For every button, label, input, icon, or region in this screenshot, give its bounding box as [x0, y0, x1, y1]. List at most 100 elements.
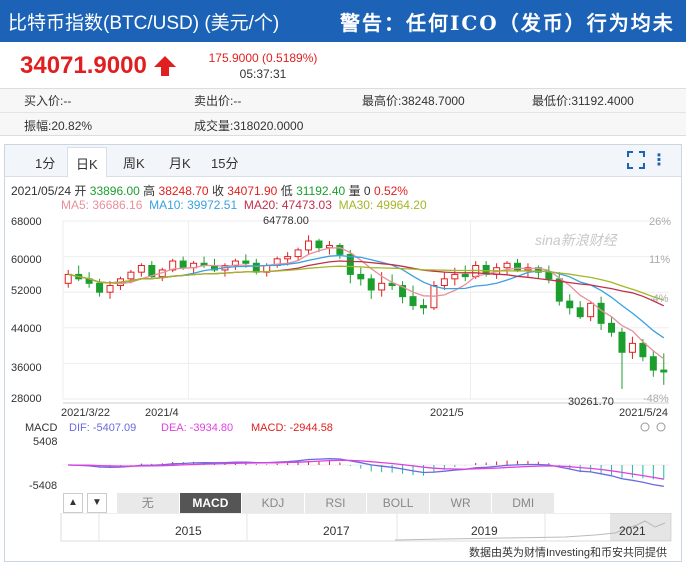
history-navigator[interactable]: 2015 2017 2019 2021	[5, 513, 681, 543]
candle-body	[587, 302, 595, 318]
candle-body	[649, 356, 657, 371]
candle-body	[242, 260, 250, 264]
close-label: 收	[211, 184, 224, 198]
open-label: 开	[74, 184, 87, 198]
y-label-60000: 60000	[11, 254, 42, 266]
indicator-none[interactable]: 无	[117, 493, 180, 513]
high-label: 高	[143, 184, 156, 198]
close-value: 34071.90	[227, 184, 278, 198]
candle-body	[336, 244, 344, 255]
volume-label: 量 0	[348, 184, 371, 198]
low-label: 低	[280, 184, 293, 198]
candle-body	[461, 273, 469, 278]
candle-body	[503, 262, 511, 269]
candle-body	[545, 271, 553, 280]
date-label-start: 2021/3/22	[61, 407, 110, 419]
y-right-11: 11%	[649, 254, 670, 266]
ohlc-readout: 2021/05/24 开 33896.00 高 38248.70 收 34071…	[11, 182, 408, 199]
macd-title: MACD	[25, 422, 57, 434]
indicator-macd[interactable]: MACD	[179, 493, 243, 513]
y-label-52000: 52000	[11, 285, 42, 297]
high-value: 38248.70	[158, 184, 209, 198]
chart-panel: 1分 日K 周K 月K 15分 ⋮ 2021/05/24 开 33896.00 …	[4, 144, 682, 562]
up-arrow-icon	[154, 56, 176, 76]
low-value: 31192.40	[296, 184, 346, 198]
navigator-window[interactable]	[610, 513, 671, 541]
candle-body	[357, 273, 365, 280]
period-tabs: 1分 日K 周K 月K 15分 ⋮	[5, 145, 681, 178]
nav-up-button[interactable]: ▲	[63, 493, 83, 513]
low-price: 最低价:31192.4000	[532, 94, 634, 108]
candle-body	[399, 285, 407, 298]
candle-body	[96, 282, 104, 293]
bid-price: 买入价:--	[24, 94, 72, 108]
data-source-footer: 数据由英为财情Investing和币安共同提供	[468, 547, 667, 559]
dif-label: DIF: -5407.09	[69, 422, 136, 434]
price-change: 175.9000 (0.5189%)	[208, 51, 318, 65]
y-label-36000: 36000	[11, 362, 42, 374]
dea-line	[68, 459, 664, 480]
candle-body	[179, 260, 187, 269]
high-price: 最高价:38248.7000	[362, 94, 465, 108]
ask-price: 卖出价:--	[194, 94, 242, 108]
candle-body	[325, 244, 333, 249]
indicator-boll[interactable]: BOLL	[367, 493, 430, 513]
y-right-26: 26%	[649, 216, 671, 228]
tab-1min[interactable]: 1分	[35, 156, 56, 171]
fullscreen-icon[interactable]	[627, 151, 645, 169]
tab-daily[interactable]: 日K	[67, 147, 107, 178]
year-2017: 2017	[323, 524, 350, 538]
candle-body	[451, 273, 459, 280]
candle-body	[378, 282, 386, 291]
warning-marquee: 警告：任何ICO（发币）行为均未	[340, 10, 675, 35]
candle-body	[294, 249, 302, 258]
ma30-line	[68, 265, 664, 301]
y-right-m48: -48%	[643, 393, 669, 405]
year-2015: 2015	[175, 524, 202, 538]
candle-body	[566, 300, 574, 309]
candlestick-chart[interactable]: sina新浪财经 68000 60000 52000 44000 36000 2…	[5, 213, 681, 523]
indicator-rsi[interactable]: RSI	[305, 493, 368, 513]
ma5-label: MA5: 36686.16	[61, 198, 143, 212]
candle-body	[315, 240, 323, 249]
indicator-wr[interactable]: WR	[430, 493, 493, 513]
ma20-label: MA20: 47473.03	[243, 198, 332, 212]
candle-body	[618, 331, 626, 353]
price-bar: 34071.9000 175.9000 (0.5189%) 05:37:31	[0, 42, 686, 88]
date-label-end: 2021/5/24	[619, 407, 668, 419]
pct-change: 0.52%	[373, 184, 408, 198]
volume: 成交量:318020.0000	[194, 119, 304, 133]
nav-down-button[interactable]: ▼	[87, 493, 107, 513]
y-label-44000: 44000	[11, 323, 42, 335]
candle-body	[597, 302, 605, 324]
current-price: 34071.9000	[20, 52, 147, 79]
candle-body	[137, 265, 145, 273]
candle-body	[514, 262, 521, 271]
tab-weekly[interactable]: 周K	[123, 156, 145, 171]
more-menu-icon[interactable]: ⋮	[651, 152, 667, 169]
candle-body	[305, 240, 313, 251]
title-bar: 比特币指数(BTC/USD) (美元/个) 警告：任何ICO（发币）行为均未	[0, 0, 686, 42]
candle-body	[367, 278, 375, 291]
page-title: 比特币指数(BTC/USD) (美元/个)	[8, 12, 280, 34]
y-label-68000: 68000	[11, 216, 42, 228]
candle-body	[660, 369, 668, 373]
candle-body	[628, 342, 636, 353]
macd-top-label: 5408	[33, 436, 57, 448]
indicator-kdj[interactable]: KDJ	[242, 493, 305, 513]
tab-15min[interactable]: 15分	[211, 156, 239, 171]
candle-body	[419, 305, 427, 309]
min-annotation: 30261.70	[568, 396, 614, 408]
ma10-label: MA10: 39972.51	[149, 198, 238, 212]
candle-body	[252, 262, 260, 273]
year-2019: 2019	[471, 524, 498, 538]
year-2021: 2021	[619, 524, 646, 538]
amplitude: 振幅:20.82%	[24, 119, 93, 133]
indicator-dmi[interactable]: DMI	[492, 493, 556, 513]
candle-body	[388, 282, 396, 287]
tab-monthly[interactable]: 月K	[169, 156, 191, 171]
macd-bottom-label: -5408	[29, 480, 57, 492]
zoom-icons[interactable]	[640, 422, 666, 432]
stats-panel: 买入价:-- 卖出价:-- 最高价:38248.7000 最低价:31192.4…	[0, 88, 686, 136]
